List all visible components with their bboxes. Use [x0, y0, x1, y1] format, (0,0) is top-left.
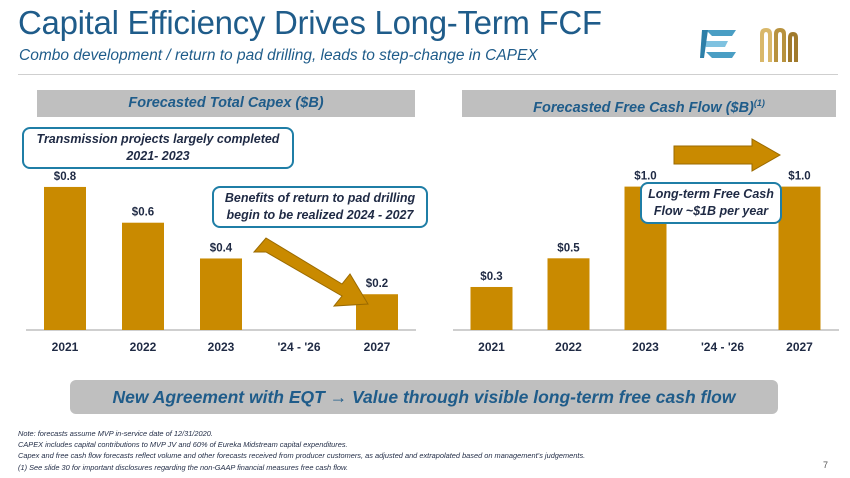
capex-data-label-0: $0.8	[54, 171, 77, 183]
capex-tick-label-3: '24 - '26	[277, 340, 320, 354]
fcf-data-label-1: $0.5	[557, 242, 580, 254]
fcf-tick-label-4: 2027	[786, 340, 813, 354]
capex-data-label-4: $0.2	[366, 278, 388, 290]
fcf-bar-0	[470, 286, 513, 330]
fcf-tick-label-1: 2022	[555, 340, 582, 354]
capex-tick-label-4: 2027	[364, 340, 391, 354]
capex-chart-title: Forecasted Total Capex ($B)	[128, 95, 324, 111]
fcf-section-header: Forecasted Free Cash Flow ($B)(1)	[462, 90, 836, 117]
capex-bar-2	[200, 258, 242, 330]
capex-bar-0	[44, 186, 86, 330]
page-number: 7	[822, 460, 828, 470]
capex-tick-label-2: 2023	[208, 340, 235, 354]
fcf-data-label-4: $1.0	[788, 171, 810, 183]
footnote-line: CAPEX includes capital contributions to …	[18, 440, 348, 450]
capex-data-label-1: $0.6	[132, 207, 154, 219]
footnotes: Note: forecasts assume MVP in-service da…	[18, 428, 738, 473]
equitrans-logo-icon	[700, 30, 736, 58]
capex-tick-label-0: 2021	[52, 340, 79, 354]
fcf-data-label-0: $0.3	[480, 271, 502, 283]
capex-bar-chart: $0.8 2021 $0.6 2022 $0.4 2023 '24 - '26 $0.2 202…	[26, 171, 416, 354]
fcf-tick-label-0: 2021	[478, 340, 505, 354]
fcf-tick-label-3: '24 - '26	[701, 340, 744, 354]
page-subtitle: Combo development / return to pad drilli…	[19, 47, 538, 64]
fcf-bar-4	[778, 186, 821, 330]
capex-bar-1	[122, 222, 164, 330]
fcf-tick-label-2: 2023	[632, 340, 659, 354]
capex-tick-label-1: 2022	[130, 340, 157, 354]
title-divider	[18, 74, 838, 75]
capex-section-header: Forecasted Total Capex ($B)	[37, 90, 415, 117]
pad-drilling-callout: Benefits of return to pad drilling begin…	[212, 186, 428, 228]
capex-data-label-2: $0.4	[210, 242, 233, 254]
footnote-line: Capex and free cash flow forecasts refle…	[18, 451, 586, 461]
fcf-chart-title: Forecasted Free Cash Flow ($B)	[533, 99, 754, 116]
page-title: Capital Efficiency Drives Long-Term FCF	[18, 4, 602, 41]
fcf-bar-chart: $0.3 2021 $0.5 2022 $1.0 2023 '24 - '26 $1.0 202…	[453, 171, 839, 354]
fcf-data-label-2: $1.0	[634, 171, 656, 183]
fcf-title-footnote: (1)	[753, 98, 765, 108]
flat-arrow-icon	[673, 138, 782, 172]
decline-arrow-icon	[252, 237, 369, 307]
transmission-callout: Transmission projects largely completed …	[22, 127, 294, 169]
footnote-line: (1) See slide 30 for important disclosur…	[18, 462, 349, 472]
long-term-fcf-callout: Long-term Free Cash Flow ~$1B per year	[640, 182, 782, 224]
eqt-agreement-banner: New Agreement with EQT → Value through v…	[70, 380, 778, 414]
mvp-logo-icon	[760, 28, 798, 62]
fcf-bar-1	[547, 258, 590, 330]
footnote-line: Note: forecasts assume MVP in-service da…	[18, 429, 213, 438]
